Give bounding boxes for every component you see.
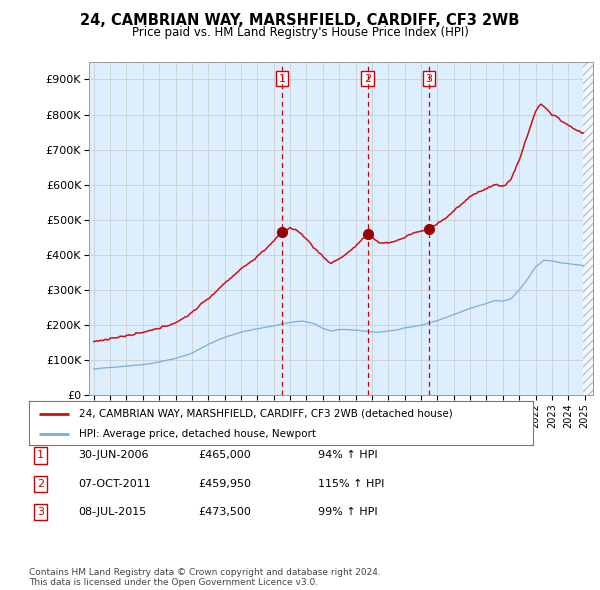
Text: Contains HM Land Registry data © Crown copyright and database right 2024.
This d: Contains HM Land Registry data © Crown c… bbox=[29, 568, 380, 587]
Text: 07-OCT-2011: 07-OCT-2011 bbox=[78, 479, 151, 489]
Text: 3: 3 bbox=[425, 74, 433, 84]
Text: 99% ↑ HPI: 99% ↑ HPI bbox=[318, 507, 377, 517]
Text: 94% ↑ HPI: 94% ↑ HPI bbox=[318, 451, 377, 460]
Text: 24, CAMBRIAN WAY, MARSHFIELD, CARDIFF, CF3 2WB (detached house): 24, CAMBRIAN WAY, MARSHFIELD, CARDIFF, C… bbox=[79, 409, 453, 418]
Text: HPI: Average price, detached house, Newport: HPI: Average price, detached house, Newp… bbox=[79, 428, 316, 438]
Text: 2: 2 bbox=[37, 479, 44, 489]
Text: £465,000: £465,000 bbox=[198, 451, 251, 460]
Text: 2: 2 bbox=[364, 74, 371, 84]
Text: Price paid vs. HM Land Registry's House Price Index (HPI): Price paid vs. HM Land Registry's House … bbox=[131, 26, 469, 39]
Text: £473,500: £473,500 bbox=[198, 507, 251, 517]
Text: 1: 1 bbox=[278, 74, 286, 84]
Text: 08-JUL-2015: 08-JUL-2015 bbox=[78, 507, 146, 517]
Text: 3: 3 bbox=[37, 507, 44, 517]
Text: 24, CAMBRIAN WAY, MARSHFIELD, CARDIFF, CF3 2WB: 24, CAMBRIAN WAY, MARSHFIELD, CARDIFF, C… bbox=[80, 13, 520, 28]
Text: 1: 1 bbox=[37, 451, 44, 460]
Text: 115% ↑ HPI: 115% ↑ HPI bbox=[318, 479, 385, 489]
Text: 30-JUN-2006: 30-JUN-2006 bbox=[78, 451, 149, 460]
Text: £459,950: £459,950 bbox=[198, 479, 251, 489]
